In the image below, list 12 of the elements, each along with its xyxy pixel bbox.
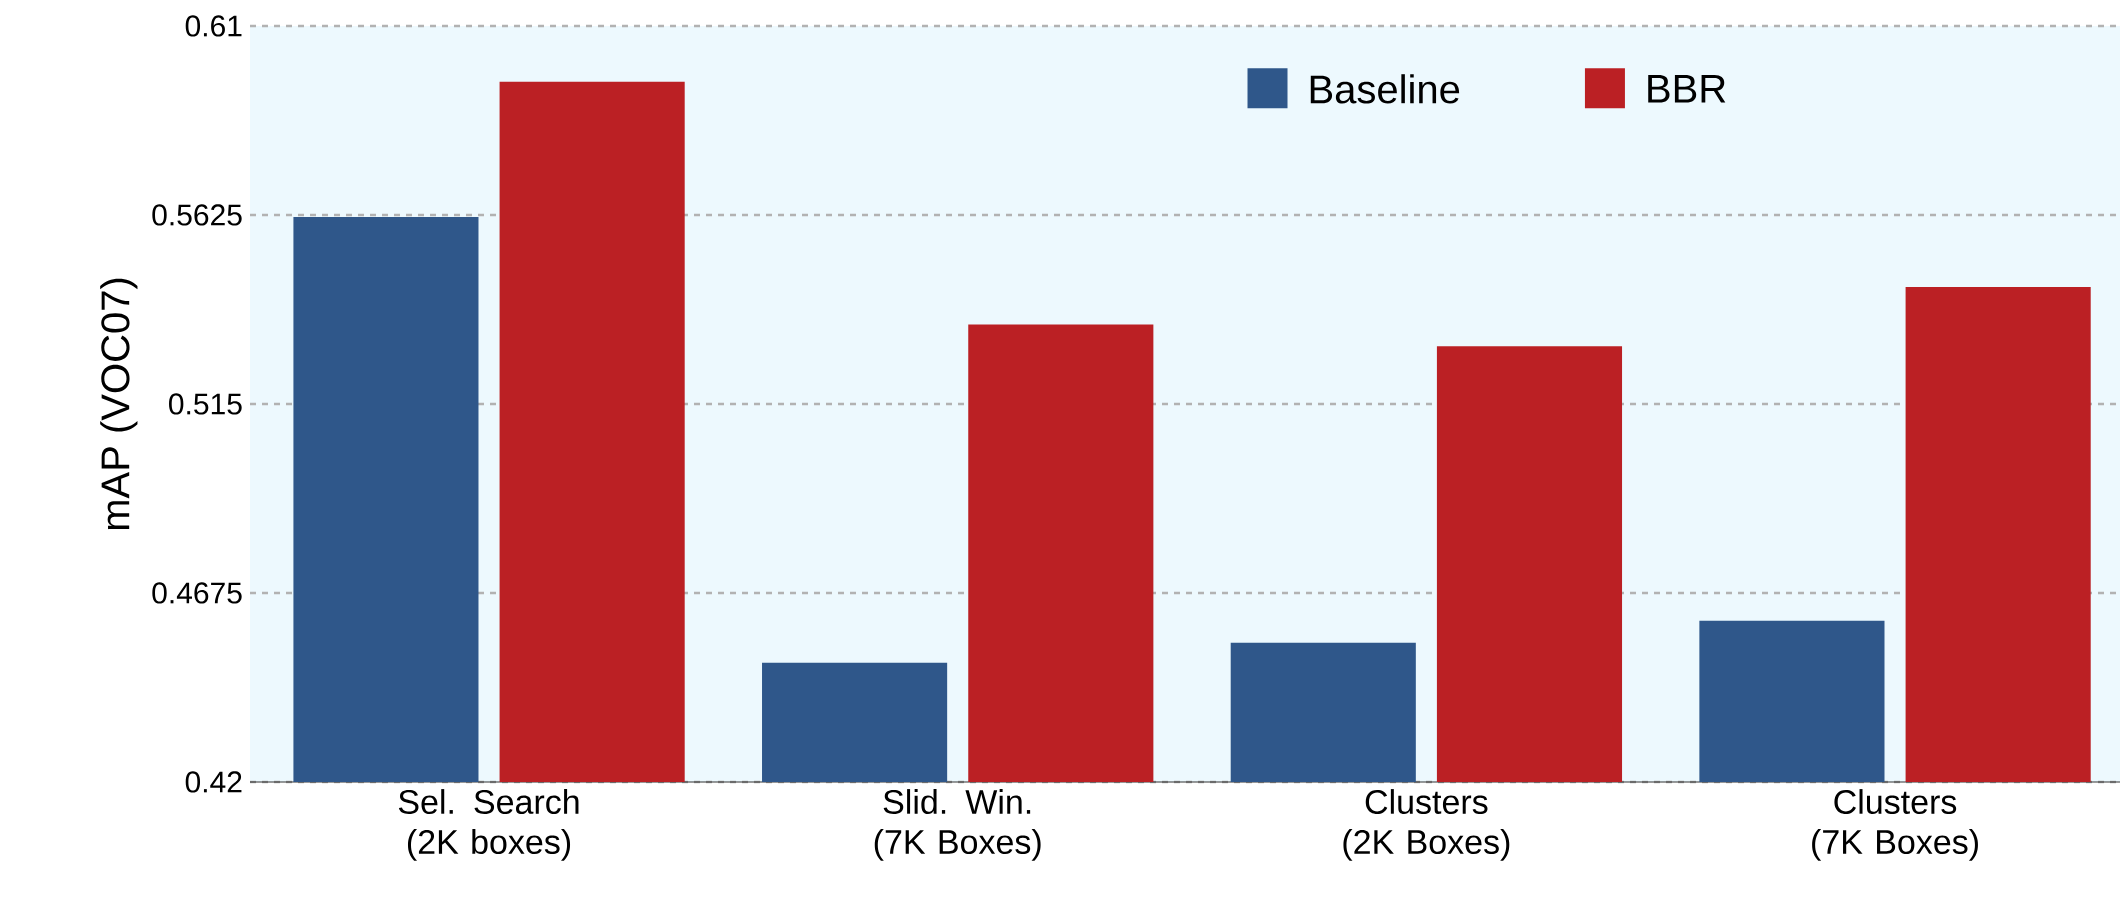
y-tick-label: 0.61: [185, 15, 242, 37]
y-axis-title: mAP (VOC07): [100, 278, 138, 530]
x-tick-label: Sel. Search (2K boxes): [398, 789, 579, 861]
x-tick-label: Clusters (7K Boxes): [1812, 789, 1978, 861]
legend-label: Baseline: [1310, 74, 1460, 104]
x-tick-label: Slid. Win. (7K Boxes): [874, 789, 1041, 861]
x-tick-label: Clusters (2K Boxes): [1343, 789, 1510, 861]
y-tick-label: 0.4675: [152, 582, 242, 604]
y-tick-label: 0.42: [185, 771, 242, 793]
legend-label: BBR: [1648, 74, 1726, 103]
y-tick-label: 0.515: [169, 393, 242, 415]
y-tick-label: 0.5625: [152, 204, 242, 226]
